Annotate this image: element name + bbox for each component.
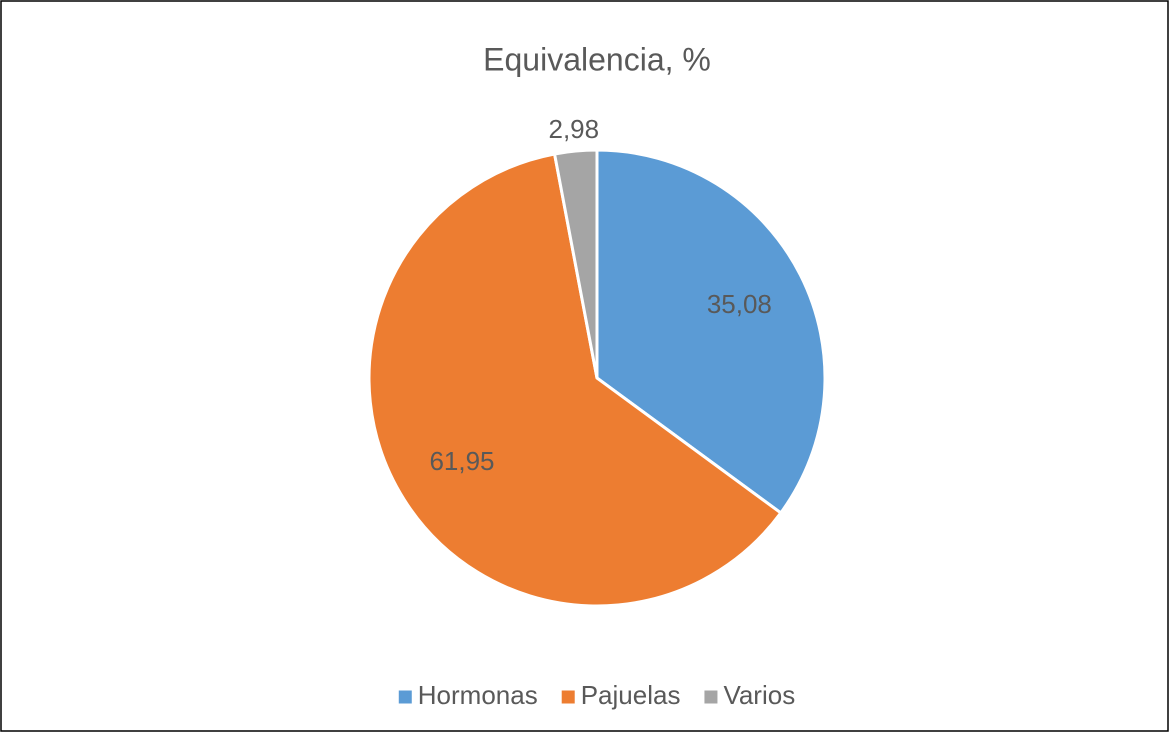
pie-slice xyxy=(367,152,783,608)
legend-label: Pajuelas xyxy=(581,680,681,710)
legend-marker xyxy=(561,690,575,704)
legend-marker xyxy=(398,690,412,704)
pie-slice xyxy=(552,148,599,379)
data-label: 35,08 xyxy=(707,289,772,319)
data-label: 2,98 xyxy=(549,114,600,144)
data-label: 61,95 xyxy=(429,446,494,476)
legend-label: Varios xyxy=(723,680,795,710)
legend-marker xyxy=(704,690,718,704)
legend-label: Hormonas xyxy=(418,680,538,710)
chart-title: Equivalencia, % xyxy=(483,41,711,77)
pie-slice xyxy=(595,148,827,515)
